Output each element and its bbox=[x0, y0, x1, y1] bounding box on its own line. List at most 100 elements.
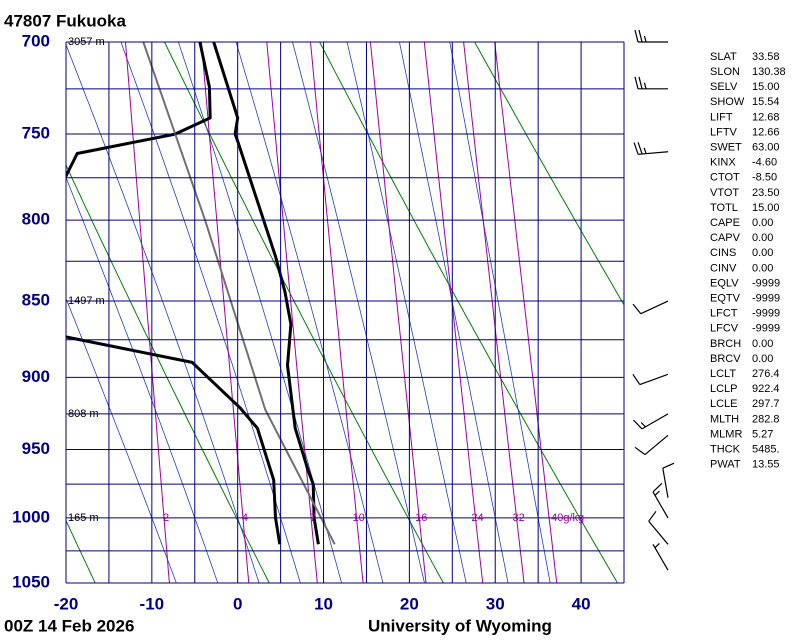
index-name: PWAT bbox=[710, 459, 741, 471]
index-value: -8.50 bbox=[752, 172, 777, 184]
index-value: 282.8 bbox=[752, 413, 780, 425]
x-tick-label: -10 bbox=[140, 594, 165, 613]
index-value: 0.00 bbox=[752, 262, 773, 274]
index-name: CINS bbox=[710, 247, 736, 259]
wind-barb bbox=[634, 76, 669, 90]
moist-adiabat bbox=[346, 42, 467, 583]
wind-barb bbox=[652, 482, 669, 519]
index-value: 63.00 bbox=[752, 142, 780, 154]
mixing-ratio-label: 40g/kg bbox=[551, 512, 584, 524]
index-name: LFCV bbox=[710, 323, 739, 335]
sounding-line bbox=[212, 42, 320, 545]
height-label: 165 m bbox=[68, 512, 99, 524]
index-name: LFCT bbox=[710, 308, 738, 320]
index-value: 33.58 bbox=[752, 51, 780, 63]
height-label: 3057 m bbox=[68, 36, 105, 48]
index-value: 130.38 bbox=[752, 66, 786, 78]
wind-barb bbox=[634, 434, 669, 456]
index-name: LFTV bbox=[710, 126, 738, 138]
x-tick-label: 40 bbox=[572, 594, 591, 613]
index-value: 0.00 bbox=[752, 353, 773, 365]
x-tick-label: 30 bbox=[486, 594, 505, 613]
dry-adiabat bbox=[319, 42, 618, 583]
index-value: 12.68 bbox=[752, 111, 780, 123]
index-name: THCK bbox=[710, 444, 741, 456]
mixing-ratio-line bbox=[310, 42, 364, 583]
moist-adiabat bbox=[399, 42, 509, 583]
mixing-ratio-line bbox=[423, 42, 484, 583]
index-value: 0.00 bbox=[752, 217, 773, 229]
sounding-line bbox=[66, 42, 282, 545]
index-value: 23.50 bbox=[752, 187, 780, 199]
x-tick-label: -20 bbox=[54, 594, 79, 613]
index-value: 13.55 bbox=[752, 459, 780, 471]
dry-adiabat bbox=[164, 42, 444, 583]
index-name: LCLT bbox=[710, 368, 736, 380]
chart-title: 47807 Fukuoka bbox=[4, 11, 126, 30]
wind-barb bbox=[634, 29, 668, 43]
index-value: 297.7 bbox=[752, 398, 780, 410]
wind-barb bbox=[632, 373, 669, 386]
y-tick-label: 950 bbox=[22, 439, 50, 458]
x-tick-label: 10 bbox=[314, 594, 333, 613]
index-name: SELV bbox=[710, 81, 738, 93]
y-tick-label: 1050 bbox=[12, 572, 50, 591]
index-value: 922.4 bbox=[752, 383, 780, 395]
index-name: KINX bbox=[710, 157, 736, 169]
index-name: SLON bbox=[710, 66, 740, 78]
wind-barb bbox=[633, 142, 669, 155]
y-tick-label: 1000 bbox=[12, 507, 50, 526]
mixing-ratio-label: 2 bbox=[163, 512, 169, 524]
index-name: CAPV bbox=[710, 232, 741, 244]
index-value: 0.00 bbox=[752, 232, 773, 244]
index-name: CINV bbox=[710, 262, 737, 274]
dry-adiabat bbox=[474, 42, 624, 306]
wind-barb bbox=[632, 300, 669, 315]
index-name: EQLV bbox=[710, 277, 739, 289]
index-name: LCLP bbox=[710, 383, 738, 395]
wind-barb bbox=[648, 510, 669, 545]
index-name: CTOT bbox=[710, 172, 740, 184]
index-value: 0.00 bbox=[752, 247, 773, 259]
index-value: 0.00 bbox=[752, 338, 773, 350]
index-value: 5.27 bbox=[752, 428, 773, 440]
index-name: MLTH bbox=[710, 413, 739, 425]
date-label: 00Z 14 Feb 2026 bbox=[4, 616, 134, 635]
index-value: 5485. bbox=[752, 444, 780, 456]
wind-barb bbox=[632, 413, 669, 430]
height-label: 1497 m bbox=[68, 295, 105, 307]
index-value: -9999 bbox=[752, 308, 780, 320]
moist-adiabat bbox=[449, 42, 551, 583]
height-label: 808 m bbox=[68, 408, 99, 420]
mixing-ratio-label: 16 bbox=[415, 512, 427, 524]
y-tick-label: 850 bbox=[22, 291, 50, 310]
index-name: LIFT bbox=[710, 111, 733, 123]
index-value: -9999 bbox=[752, 293, 780, 305]
mixing-ratio-label: 4 bbox=[242, 512, 248, 524]
x-tick-label: 20 bbox=[400, 594, 419, 613]
y-tick-label: 900 bbox=[22, 367, 50, 386]
index-name: MLMR bbox=[710, 428, 742, 440]
index-value: 15.00 bbox=[752, 81, 780, 93]
index-name: EQTV bbox=[710, 293, 741, 305]
index-value: -9999 bbox=[752, 277, 780, 289]
mixing-ratio-line bbox=[369, 42, 427, 583]
y-tick-label: 800 bbox=[22, 210, 50, 229]
index-name: CAPE bbox=[710, 217, 740, 229]
index-name: VTOT bbox=[710, 187, 739, 199]
mixing-ratio-line bbox=[200, 42, 250, 583]
parcel-line bbox=[142, 42, 336, 545]
index-value: -9999 bbox=[752, 323, 780, 335]
index-value: 15.54 bbox=[752, 96, 780, 108]
index-value: 15.00 bbox=[752, 202, 780, 214]
index-value: -4.60 bbox=[752, 157, 777, 169]
plot-area bbox=[66, 42, 624, 583]
wind-barb bbox=[662, 462, 675, 498]
index-name: SLAT bbox=[710, 51, 737, 63]
index-value: 276.4 bbox=[752, 368, 780, 380]
mixing-ratio-label: 24 bbox=[471, 512, 483, 524]
index-name: BRCH bbox=[710, 338, 741, 350]
mixing-ratio-label: 32 bbox=[512, 512, 524, 524]
